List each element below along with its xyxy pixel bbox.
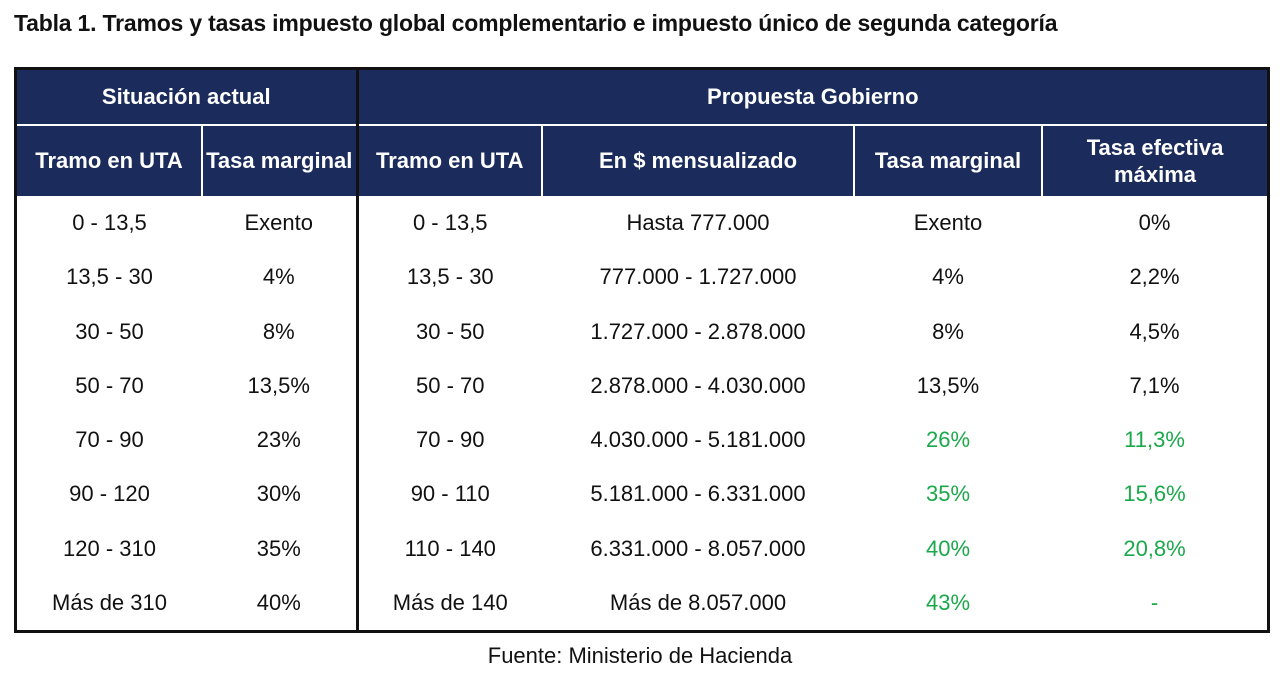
table-row: 0 - 13,5 Exento 0 - 13,5 Hasta 777.000 E… xyxy=(17,196,1267,251)
table-row: 30 - 50 8% 30 - 50 1.727.000 - 2.878.000… xyxy=(17,304,1267,359)
table-cell: 110 - 140 xyxy=(404,535,496,561)
table-cell: 13,5 - 30 xyxy=(406,264,494,290)
table-cell-highlight: 26% xyxy=(925,427,971,453)
table-row: Más de 310 40% Más de 140 Más de 8.057.0… xyxy=(17,575,1267,630)
table-cell: Hasta 777.000 xyxy=(626,210,770,236)
table-cell: 4% xyxy=(202,250,359,305)
table-cell: 4.030.000 - 5.181.000 xyxy=(590,427,806,453)
tax-brackets-table: Situación actual Propuesta Gobierno Tram… xyxy=(14,67,1270,633)
column-header: Tasa marginal xyxy=(202,124,359,196)
table-cell: Más de 140 xyxy=(392,589,508,615)
table-cell: 4,5% xyxy=(1129,318,1180,344)
table-cell: 50 - 70 xyxy=(75,372,144,398)
table-row: 90 - 120 30% 90 - 110 5.181.000 - 6.331.… xyxy=(17,467,1267,522)
table-cell: 30 - 50 xyxy=(416,318,485,344)
table-row: 50 - 70 13,5% 50 - 70 2.878.000 - 4.030.… xyxy=(17,358,1267,413)
table-cell-highlight: 20,8% xyxy=(1123,535,1186,561)
group-header-proposal: Propuesta Gobierno xyxy=(357,70,1268,125)
table-cell: 0% xyxy=(1138,210,1171,236)
table-row: 120 - 310 35% 110 - 140 6.331.000 - 8.05… xyxy=(17,521,1267,576)
column-header: En $ mensualizado xyxy=(542,124,855,196)
table-cell: 90 - 120 xyxy=(69,481,150,507)
table-cell: 777.000 - 1.727.000 xyxy=(599,264,797,290)
table-cell: 8% xyxy=(932,318,964,344)
table-cell: 23% xyxy=(202,413,359,468)
table-cell-highlight: 15,6% xyxy=(1123,481,1186,507)
column-header: Tramo en UTA xyxy=(17,124,203,196)
table-cell: 0 - 13,5 xyxy=(412,210,488,236)
table-cell: 4% xyxy=(932,264,964,290)
table-cell: 40% xyxy=(202,575,359,630)
table-cell: 30 - 50 xyxy=(75,318,144,344)
column-header: Tasa efectiva máxima xyxy=(1042,124,1268,196)
table-cell-highlight: 35% xyxy=(925,481,971,507)
table-row: 13,5 - 30 4% 13,5 - 30 777.000 - 1.727.0… xyxy=(17,250,1267,305)
table-cell: 30% xyxy=(202,467,359,522)
table-cell: 2.878.000 - 4.030.000 xyxy=(590,372,806,398)
table-cell: 90 - 110 xyxy=(410,481,490,507)
table-cell: 2,2% xyxy=(1129,264,1180,290)
group-header-current: Situación actual xyxy=(17,70,359,125)
table-cell: Exento xyxy=(202,196,359,251)
table-cell: 1.727.000 - 2.878.000 xyxy=(590,318,806,344)
table-cell: 120 - 310 xyxy=(63,535,156,561)
table-cell: 5.181.000 - 6.331.000 xyxy=(590,481,806,507)
source-note: Fuente: Ministerio de Hacienda xyxy=(487,643,793,668)
column-header: Tramo en UTA xyxy=(357,124,543,196)
table-cell: Más de 8.057.000 xyxy=(609,589,787,615)
table-cell: 0 - 13,5 xyxy=(72,210,147,236)
table-cell: Exento xyxy=(913,210,983,236)
table-cell: 7,1% xyxy=(1129,372,1180,398)
table-cell: 70 - 90 xyxy=(416,427,485,453)
table-cell: 8% xyxy=(202,304,359,359)
table-title: Tabla 1. Tramos y tasas impuesto global … xyxy=(14,10,1058,36)
table-cell: 70 - 90 xyxy=(75,427,144,453)
table-cell: 13,5% xyxy=(916,372,980,398)
column-header: Tasa marginal xyxy=(854,124,1043,196)
table-cell: 13,5 - 30 xyxy=(66,264,153,290)
table-cell-highlight: - xyxy=(1150,589,1159,615)
table-cell-highlight: 40% xyxy=(925,535,971,561)
table-cell: 13,5% xyxy=(202,358,359,413)
table-cell: 35% xyxy=(202,521,359,576)
table-cell-highlight: 43% xyxy=(925,589,971,615)
table-cell: Más de 310 xyxy=(52,589,167,615)
table-cell-highlight: 11,3% xyxy=(1124,427,1185,453)
table-cell: 6.331.000 - 8.057.000 xyxy=(590,535,806,561)
table-row: 70 - 90 23% 70 - 90 4.030.000 - 5.181.00… xyxy=(17,413,1267,468)
table-cell: 50 - 70 xyxy=(416,372,485,398)
